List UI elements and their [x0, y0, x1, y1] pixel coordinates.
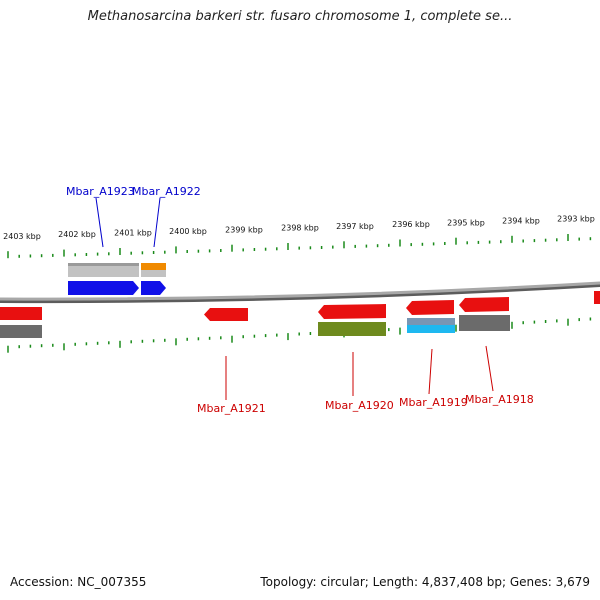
steel-feature-1919[interactable]: [407, 318, 455, 325]
backbone: [0, 281, 600, 301]
gray-feature-1923-highlight: [68, 263, 139, 266]
ruler-tick-label: 2396 kbp: [392, 220, 430, 229]
accession-text: Accession: NC_007355: [10, 575, 147, 589]
red-gene-arrow-1919[interactable]: [406, 300, 454, 315]
ruler-tick-label: 2401 kbp: [114, 229, 152, 238]
ruler-ticks-top: [7, 234, 592, 259]
ruler-tick-label: 2403 kbp: [3, 232, 41, 241]
cyan-feature-1919[interactable]: [407, 325, 455, 333]
blue-gene-arrow-1923[interactable]: [68, 281, 139, 295]
red-gene-arrow-1920[interactable]: [318, 304, 386, 319]
red-gene-arrow-right-edge[interactable]: [594, 291, 600, 304]
ruler-tick-label: 2398 kbp: [281, 224, 319, 233]
ruler-tick-label: 2393 kbp: [557, 215, 595, 224]
ruler-tick-label: 2394 kbp: [502, 217, 540, 226]
gray-feature-1922[interactable]: [141, 270, 166, 277]
red-gene-left-edge[interactable]: [0, 307, 42, 320]
topology-stats-text: Topology: circular; Length: 4,837,408 bp…: [260, 575, 590, 589]
gene-label-1919[interactable]: Mbar_A1919: [399, 396, 468, 409]
ruler-tick-label: 2399 kbp: [225, 225, 263, 234]
orange-feature-1922[interactable]: [141, 263, 166, 270]
olive-feature-1920[interactable]: [318, 322, 386, 336]
gene-callouts: Mbar_A1923 Mbar_A1922 Mbar_A1921 Mbar_A1…: [66, 185, 534, 415]
callout-line-1923: [95, 197, 104, 248]
gene-label-1920[interactable]: Mbar_A1920: [325, 399, 394, 412]
gray-feature-1918[interactable]: [459, 315, 510, 331]
ruler-labels: 2403 kbp 2402 kbp 2401 kbp 2400 kbp 2399 kbp…: [3, 215, 595, 241]
gray-feature-1923[interactable]: [68, 263, 139, 277]
ruler-tick-label: 2397 kbp: [336, 222, 374, 231]
gene-label-1923[interactable]: Mbar_A1923: [66, 185, 135, 198]
callout-line-1918: [485, 345, 494, 392]
feature-row-reverse: [0, 297, 510, 338]
callout-line-1922: [153, 197, 161, 248]
gene-label-1918[interactable]: Mbar_A1918: [465, 393, 534, 406]
callout-line-1919: [428, 348, 433, 395]
map-title: Methanosarcina barkeri str. fusaro chrom…: [87, 9, 513, 24]
ruler-tick-label: 2400 kbp: [169, 227, 207, 236]
feature-row-forward: [68, 263, 600, 304]
ruler-tick-label: 2395 kbp: [447, 218, 485, 227]
gene-label-1922[interactable]: Mbar_A1922: [132, 185, 201, 198]
gray-gene-left-edge[interactable]: [0, 325, 42, 338]
blue-gene-arrow-1922[interactable]: [141, 281, 166, 295]
gene-label-1921[interactable]: Mbar_A1921: [197, 402, 266, 415]
red-gene-arrow-1921[interactable]: [204, 308, 248, 321]
ruler-tick-label: 2402 kbp: [58, 230, 96, 239]
red-gene-arrow-1918[interactable]: [459, 297, 509, 312]
